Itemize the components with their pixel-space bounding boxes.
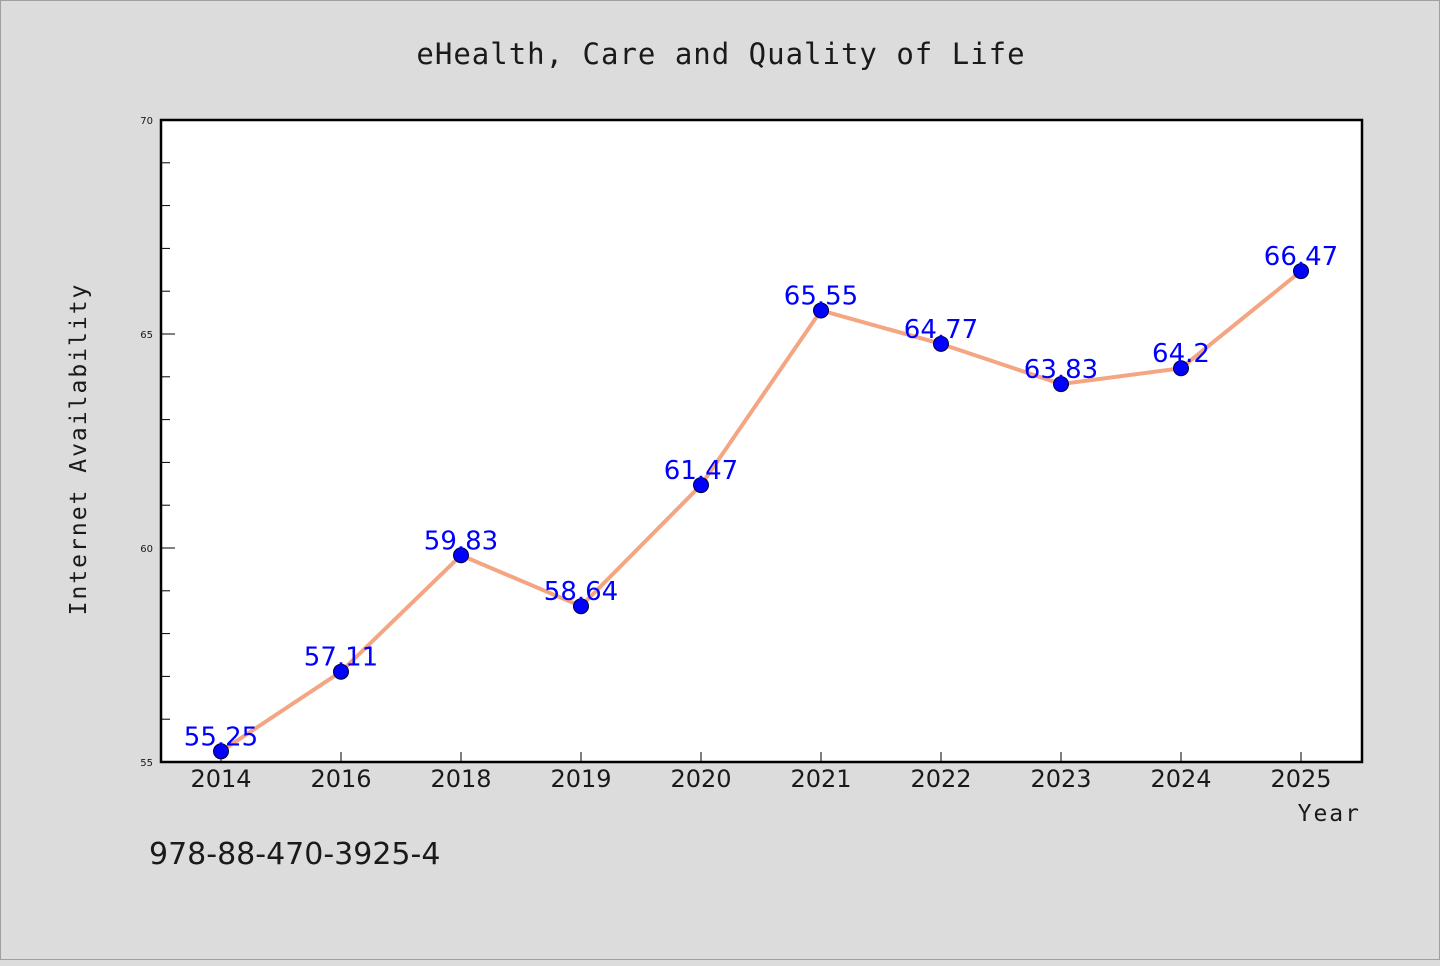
x-tick-label: 2025 <box>1270 765 1331 793</box>
data-point <box>933 335 949 352</box>
x-tick-label: 2024 <box>1150 765 1211 793</box>
plot-area <box>161 120 1362 762</box>
data-label: 58.64 <box>544 577 618 607</box>
data-point <box>693 477 709 494</box>
x-tick-label: 2014 <box>190 765 251 793</box>
data-point <box>1053 376 1069 393</box>
y-axis-ticks: 55 60 65 70 <box>140 116 175 769</box>
x-tick-label: 2016 <box>310 765 371 793</box>
x-tick-label: 2023 <box>1030 765 1091 793</box>
data-point <box>1173 360 1189 377</box>
y-tick-label: 60 <box>140 544 153 555</box>
chart-annotation: 978-88-470-3925-4 <box>149 837 440 872</box>
data-label: 65.55 <box>784 281 858 311</box>
chart-title: eHealth, Care and Quality of Life <box>416 37 1025 71</box>
x-tick-label: 2018 <box>430 765 491 793</box>
x-axis-ticks: 2014 2016 2018 2019 2020 2021 2022 2023 2024 2025 <box>190 752 1332 793</box>
plot-border <box>159 118 1364 764</box>
data-point <box>573 598 589 615</box>
series-line <box>219 269 1303 754</box>
x-tick-label: 2021 <box>790 765 851 793</box>
data-labels: 55.25 57.11 59.83 58.64 61.47 65.55 64.77 63.83… <box>184 242 1338 752</box>
data-label: 57.11 <box>304 643 378 673</box>
y-tick-label: 70 <box>140 116 153 127</box>
data-point <box>333 663 349 680</box>
series-markers <box>213 263 1309 760</box>
data-label: 64.2 <box>1152 339 1210 369</box>
x-tick-label: 2022 <box>910 765 971 793</box>
data-label: 63.83 <box>1024 355 1098 385</box>
data-label: 59.83 <box>424 526 498 556</box>
data-label: 66.47 <box>1264 242 1338 272</box>
data-point <box>453 547 469 564</box>
data-label: 55.25 <box>184 722 258 752</box>
y-tick-label: 65 <box>140 330 153 341</box>
x-axis-label: Year <box>1298 801 1361 827</box>
data-label: 61.47 <box>664 456 738 486</box>
x-tick-label: 2019 <box>550 765 611 793</box>
data-label: 64.77 <box>904 315 978 345</box>
x-tick-label: 2020 <box>670 765 731 793</box>
y-axis-label: Internet Availability <box>66 283 92 616</box>
data-point <box>813 302 829 319</box>
data-point <box>1293 263 1309 280</box>
data-point <box>213 743 229 760</box>
y-tick-label: 55 <box>140 758 153 769</box>
